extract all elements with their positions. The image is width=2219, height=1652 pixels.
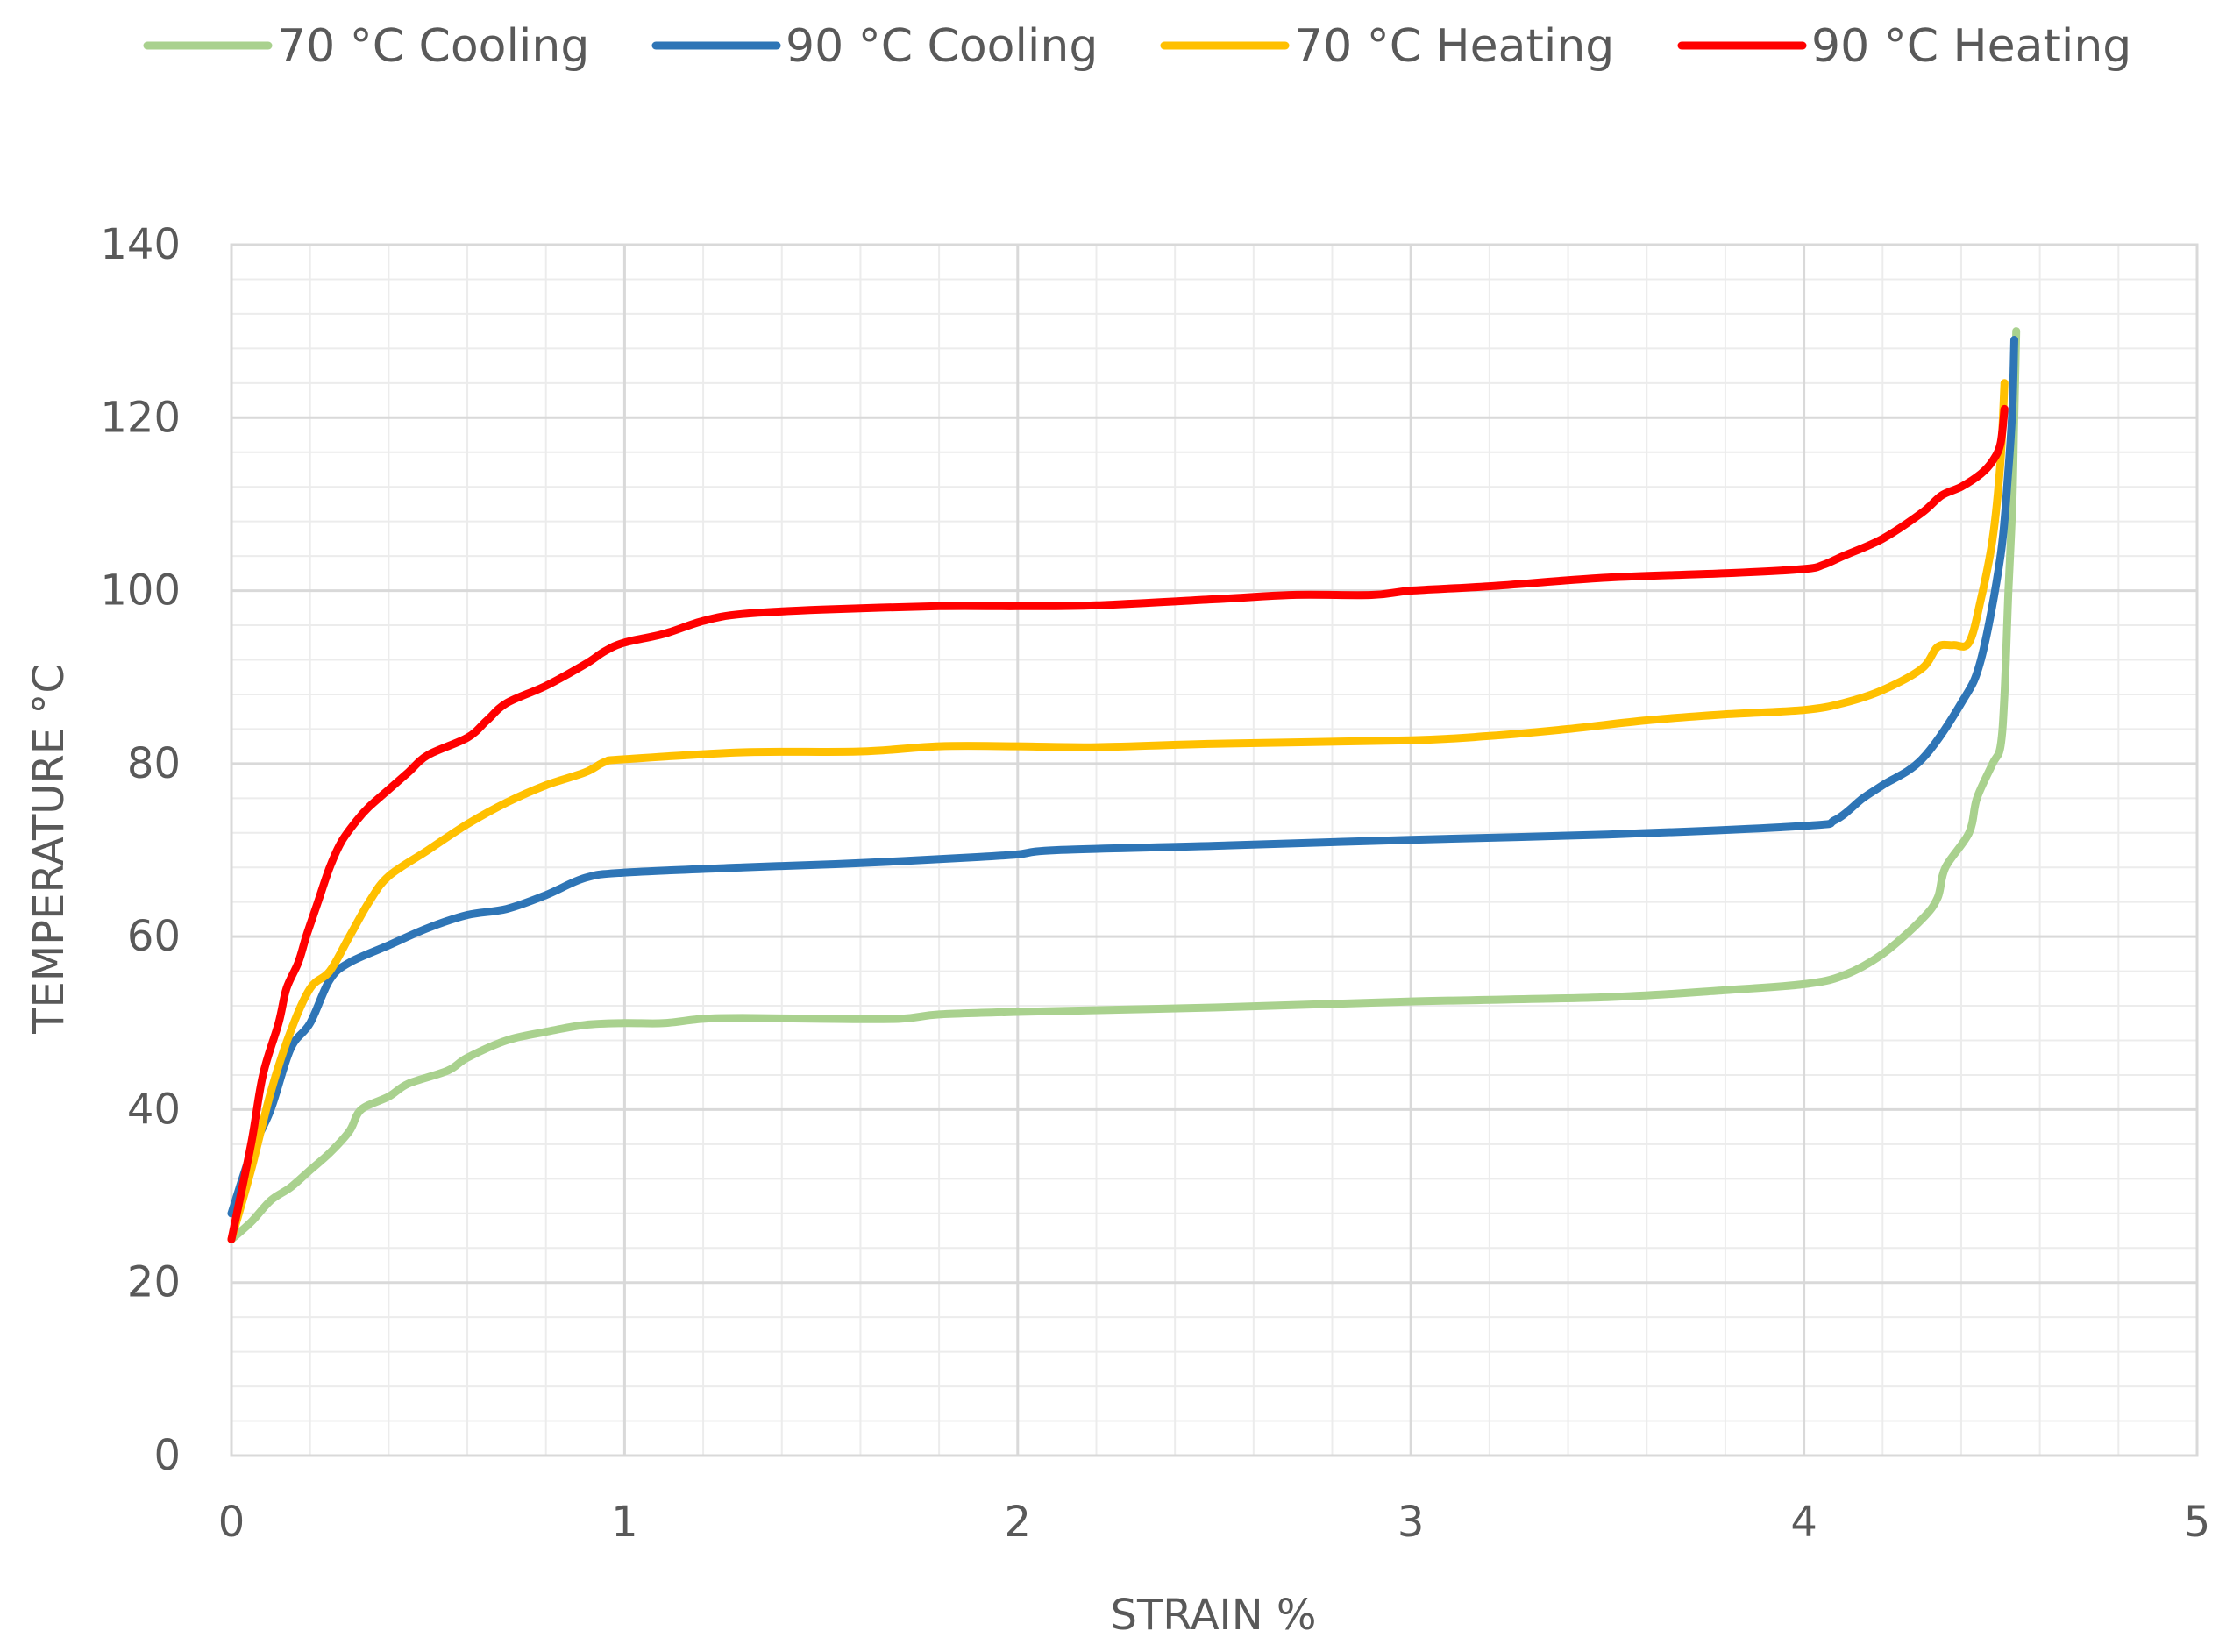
y-tick-label: 120 bbox=[100, 393, 181, 442]
legend-label-70-c-cooling: 70 °C Cooling bbox=[277, 20, 589, 73]
series-line-70-c-heating bbox=[227, 379, 2009, 1243]
y-tick-label: 80 bbox=[127, 739, 181, 788]
series-line-90-c-cooling bbox=[227, 336, 2018, 1218]
x-tick-label: 5 bbox=[2184, 1498, 2211, 1547]
series-line-90-c-heating bbox=[227, 404, 2009, 1243]
legend-label-90-c-cooling: 90 °C Cooling bbox=[786, 20, 1098, 73]
y-tick-label: 40 bbox=[127, 1085, 181, 1134]
y-tick-label: 20 bbox=[127, 1258, 181, 1307]
y-tick-label: 100 bbox=[100, 566, 181, 616]
x-tick-label: 0 bbox=[218, 1498, 245, 1547]
x-tick-labels: 0 1 2 3 4 5 bbox=[218, 1498, 2211, 1547]
x-tick-label: 3 bbox=[1398, 1498, 1425, 1547]
axes bbox=[230, 243, 2199, 1457]
y-tick-label: 140 bbox=[100, 220, 181, 269]
legend: 70 °C Cooling 90 °C Cooling 70 °C Heating 9… bbox=[143, 20, 2131, 73]
legend-label-90-c-heating: 90 °C Heating bbox=[1811, 20, 2131, 73]
x-tick-label: 4 bbox=[1790, 1498, 1817, 1547]
plot-area-border bbox=[230, 243, 2199, 1457]
y-tick-labels: 0 20 40 60 80 100 120 140 bbox=[100, 220, 181, 1480]
series-line-70-c-cooling bbox=[227, 327, 2021, 1243]
y-tick-label: 60 bbox=[127, 912, 181, 961]
y-tick-label: 0 bbox=[153, 1431, 181, 1480]
x-axis-title: STRAIN % bbox=[1111, 1591, 1317, 1640]
x-tick-label: 1 bbox=[611, 1498, 638, 1547]
legend-label-70-c-heating: 70 °C Heating bbox=[1294, 20, 1614, 73]
series-lines bbox=[227, 327, 2021, 1243]
x-tick-label: 2 bbox=[1005, 1498, 1032, 1547]
y-axis-title: TEMPERATURE °C bbox=[25, 664, 74, 1035]
